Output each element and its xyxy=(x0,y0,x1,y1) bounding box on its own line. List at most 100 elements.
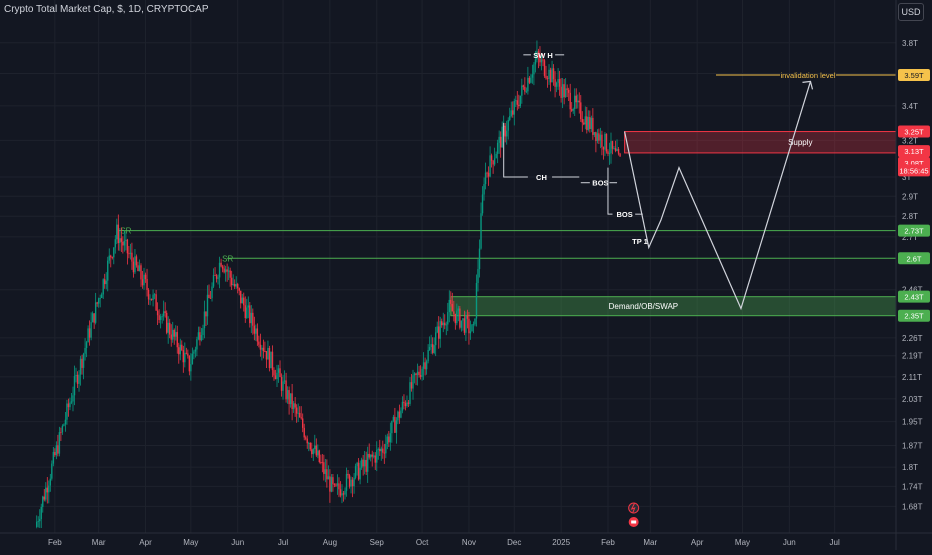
candle-body xyxy=(312,448,314,455)
candle xyxy=(178,342,180,364)
candle-body xyxy=(88,328,91,338)
candle xyxy=(147,288,150,305)
candle-body xyxy=(97,298,100,304)
candle-body xyxy=(515,100,517,102)
candle xyxy=(469,320,472,340)
candle xyxy=(571,102,573,113)
candle-body xyxy=(196,339,198,350)
candle-body xyxy=(395,420,398,433)
candle-body xyxy=(199,332,201,341)
price-badge[interactable]: 2.35T xyxy=(898,309,930,322)
candle-body xyxy=(360,459,363,468)
candle-body xyxy=(383,452,386,454)
candle xyxy=(37,516,39,528)
candle xyxy=(342,491,345,502)
projection-line[interactable] xyxy=(624,81,812,311)
candle xyxy=(486,171,488,178)
candle-body xyxy=(507,119,509,131)
candle xyxy=(537,48,540,69)
bos-2-line[interactable] xyxy=(607,167,613,215)
candle-body xyxy=(268,347,271,369)
candle xyxy=(580,95,582,122)
zones: Supply Demand/OB/SWAP xyxy=(450,131,897,317)
candle xyxy=(279,360,281,378)
candles xyxy=(36,40,621,529)
candle xyxy=(320,454,322,465)
price-badge[interactable]: 3.13T xyxy=(898,145,930,158)
time-tick-label: Jul xyxy=(830,538,840,547)
candle-body xyxy=(46,487,48,493)
candle-body xyxy=(438,326,440,339)
candle-body xyxy=(187,353,189,356)
candle xyxy=(477,259,479,292)
price-badge[interactable]: 2.43T xyxy=(898,290,930,303)
candle-body xyxy=(155,294,157,311)
candle-body xyxy=(270,351,272,369)
candle-body xyxy=(581,119,583,123)
candle-body xyxy=(359,467,361,480)
candle-body xyxy=(475,282,478,319)
candle-body xyxy=(185,352,188,354)
candle xyxy=(460,320,463,332)
candle xyxy=(466,309,469,329)
candle xyxy=(430,334,432,354)
candle-body xyxy=(398,411,401,418)
candle-body xyxy=(607,151,609,154)
price-badge-label: 2.43T xyxy=(904,293,924,302)
candle xyxy=(495,151,497,159)
supply-zone[interactable] xyxy=(624,131,897,154)
currency-button[interactable]: USD xyxy=(898,3,924,21)
price-badge-label: 3.13T xyxy=(904,147,924,156)
candle xyxy=(134,248,136,274)
candle xyxy=(43,489,45,502)
candle-body xyxy=(504,125,506,137)
candle xyxy=(202,324,204,340)
candle xyxy=(161,313,163,324)
candle xyxy=(292,400,295,413)
price-badge[interactable]: 3.59T xyxy=(898,69,930,82)
time-tick-label: Feb xyxy=(48,538,62,547)
ch-line[interactable] xyxy=(503,122,528,178)
candle-body xyxy=(152,294,154,301)
candle xyxy=(493,147,496,167)
candle-body xyxy=(259,344,262,350)
candle-body xyxy=(498,136,500,143)
time-tick-label: Dec xyxy=(507,538,521,547)
candle xyxy=(172,321,174,343)
price-badge[interactable]: 2.73T xyxy=(898,224,930,237)
candle xyxy=(509,107,511,122)
candle-body xyxy=(132,261,135,273)
candle-body xyxy=(241,297,243,304)
price-badge-label: 3.08T xyxy=(904,159,924,168)
candle xyxy=(209,291,212,299)
candle-body xyxy=(305,437,307,439)
candle xyxy=(125,232,127,251)
price-badge[interactable]: 2.6T xyxy=(898,252,930,265)
candle xyxy=(243,292,245,312)
price-badge[interactable]: 18:56:45 xyxy=(898,164,930,177)
candle xyxy=(181,340,183,352)
candle xyxy=(229,267,231,287)
candle-body xyxy=(400,410,402,418)
candle-body xyxy=(289,393,292,405)
price-badge[interactable]: 3.25T xyxy=(898,125,930,138)
candle xyxy=(116,218,118,245)
candle-body xyxy=(457,308,460,311)
candle-body xyxy=(424,362,426,370)
candle xyxy=(211,282,213,302)
candle xyxy=(255,324,257,341)
candle xyxy=(235,276,237,289)
price-axis[interactable]: 3.8T3.6T3.4T3.2T3T2.9T2.8T2.7T2.46T2.26T… xyxy=(902,39,923,512)
time-axis[interactable]: Feb Mar Apr May Jun Jul Aug Sep Oct Nov Dec 2025 Feb… xyxy=(48,538,840,547)
candle-body xyxy=(551,68,553,83)
candle-body xyxy=(108,255,110,261)
candle-body xyxy=(150,298,153,301)
candle xyxy=(388,431,390,448)
candle xyxy=(156,302,159,325)
candle-body xyxy=(81,358,83,368)
candle-body xyxy=(338,483,340,490)
candle-body xyxy=(178,347,180,355)
candle xyxy=(480,202,482,250)
